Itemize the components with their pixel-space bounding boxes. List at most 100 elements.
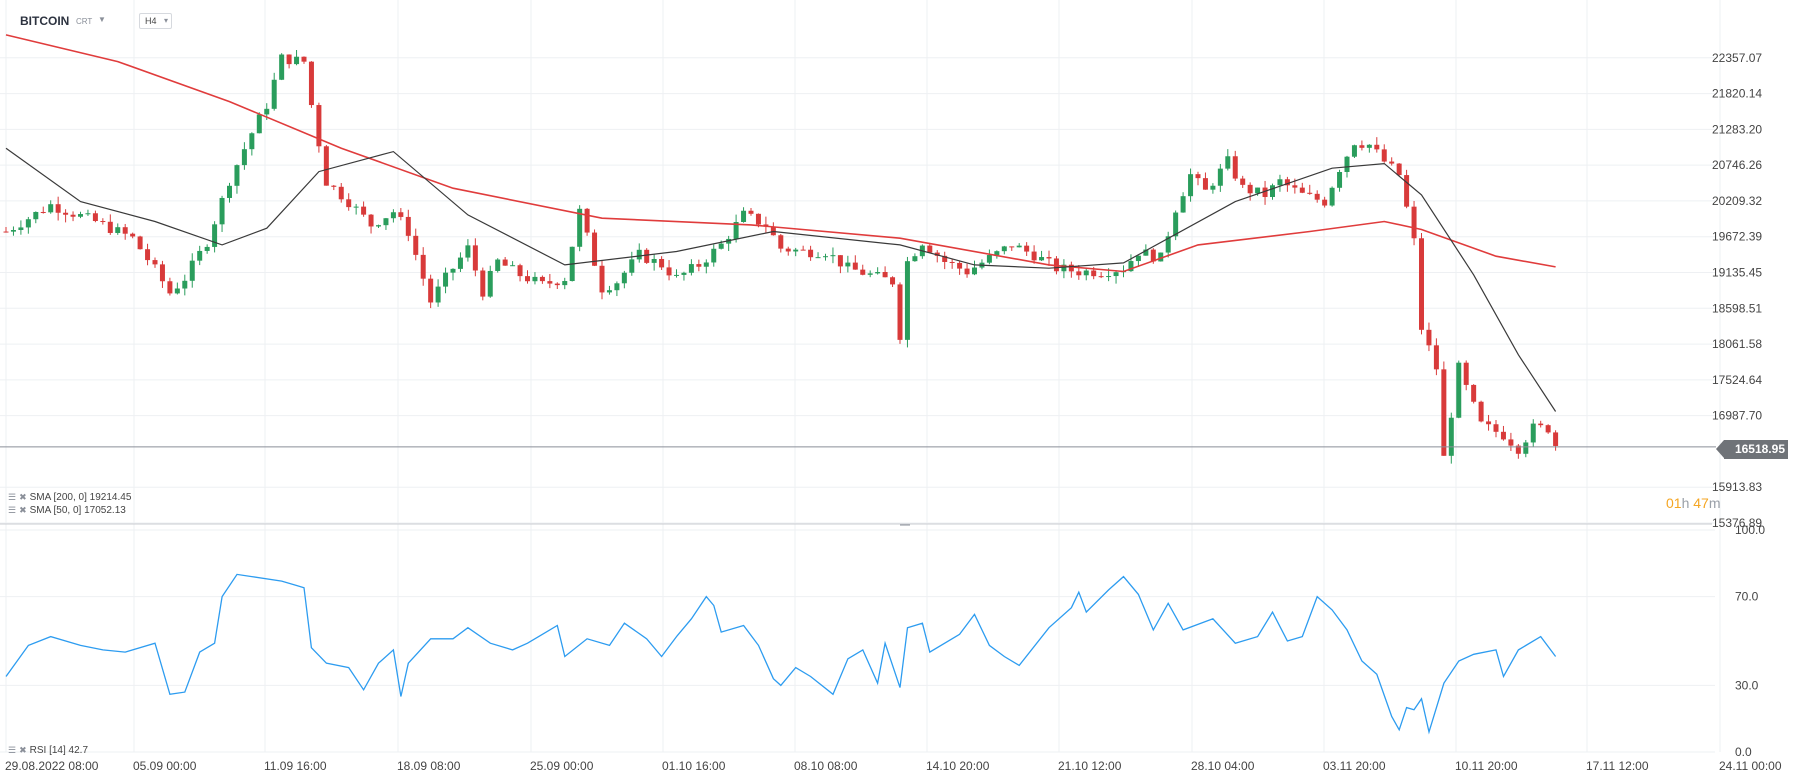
candle-body	[346, 199, 352, 208]
candle-body	[1016, 245, 1022, 248]
candle-body	[1351, 145, 1357, 157]
candle-body	[1299, 187, 1305, 193]
chevron-down-icon[interactable]: ▼	[98, 15, 106, 24]
candle-body	[301, 56, 307, 62]
price-axis-label: 20746.26	[1712, 158, 1762, 172]
candle-body	[308, 61, 314, 106]
candle-body	[1433, 345, 1439, 370]
time-axis-label: 21.10 12:00	[1058, 759, 1122, 773]
indicator-sma200[interactable]: ☰ ✖ SMA [200, 0] 19214.45	[8, 492, 131, 503]
candle-body	[122, 227, 128, 234]
candle-body	[316, 105, 322, 147]
candle-body	[457, 257, 463, 269]
candle-body	[502, 259, 508, 266]
candle-body	[167, 281, 173, 294]
candle-body	[778, 235, 784, 249]
candle-body	[1463, 362, 1469, 385]
candle-body	[875, 271, 881, 274]
candle-body	[1322, 199, 1328, 206]
candle-body	[465, 245, 471, 258]
candle-body	[1106, 276, 1112, 278]
price-axis-label: 19672.39	[1712, 230, 1762, 244]
candle-body	[130, 233, 136, 237]
candle-body	[1329, 187, 1335, 206]
settings-icon[interactable]: ☰	[8, 745, 17, 755]
candle-body	[927, 245, 933, 253]
candle-body	[1366, 144, 1372, 148]
candle-body	[674, 274, 679, 276]
candle-body	[1381, 149, 1387, 162]
candle-body	[1202, 178, 1208, 190]
candle-body	[1068, 264, 1074, 272]
candle-body	[1389, 161, 1395, 164]
candle-body	[1150, 249, 1156, 262]
rsi-axis-label: 0.0	[1735, 745, 1752, 759]
candle-body	[912, 256, 918, 262]
time-axis-label: 03.11 20:00	[1323, 759, 1386, 773]
candle-body	[748, 210, 754, 214]
candle-body	[1530, 423, 1536, 443]
candle-body	[547, 281, 553, 284]
candle-body	[495, 259, 501, 271]
candle-body	[696, 264, 702, 267]
candle-body	[1270, 185, 1275, 197]
price-axis-label: 17524.64	[1712, 373, 1762, 387]
candle-body	[957, 262, 963, 269]
candle-body	[1553, 432, 1559, 446]
candle-body	[852, 262, 858, 270]
candle-body	[621, 272, 627, 284]
candle-body	[1210, 185, 1216, 190]
candle-body	[487, 270, 493, 297]
candle-body	[1262, 187, 1268, 197]
time-axis-label: 18.09 08:00	[397, 759, 461, 773]
settings-icon[interactable]: ☰	[8, 492, 17, 502]
candle-body	[368, 214, 374, 227]
rsi-line	[5, 573, 1557, 735]
candle-body	[443, 272, 449, 287]
candle-body	[934, 252, 940, 256]
candle-body	[994, 251, 1000, 256]
candle-body	[1240, 178, 1246, 185]
candle-body	[733, 222, 739, 239]
candle-body	[383, 218, 389, 226]
candle-body	[227, 185, 232, 198]
price-axis-label: 15376.89	[1712, 516, 1762, 530]
candle-body	[256, 114, 262, 134]
candle-body	[33, 211, 39, 220]
indicator-rsi[interactable]: ☰ ✖ RSI [14] 42.7	[8, 745, 88, 756]
close-icon[interactable]: ✖	[19, 745, 27, 755]
sma200-label: SMA [200, 0]	[29, 492, 87, 503]
candle-body	[793, 249, 799, 252]
candle-body	[1195, 174, 1201, 179]
close-icon[interactable]: ✖	[19, 505, 27, 515]
candle-body	[376, 225, 381, 227]
candle-body	[1337, 171, 1343, 188]
candle-body	[614, 283, 620, 291]
time-axis-label: 24.11 00:00	[1719, 759, 1782, 773]
candle-body	[1001, 246, 1007, 252]
candle-body	[1024, 245, 1030, 252]
candle-body	[413, 235, 419, 255]
candle-body	[562, 281, 568, 286]
candle-body	[592, 232, 598, 266]
candle-body	[3, 231, 9, 233]
close-icon[interactable]: ✖	[19, 492, 27, 502]
indicator-sma50[interactable]: ☰ ✖ SMA [50, 0] 17052.13	[8, 505, 126, 516]
candle-body	[219, 197, 225, 225]
price-axis-label: 19135.45	[1712, 266, 1762, 280]
candle-body	[294, 56, 300, 65]
settings-icon[interactable]: ☰	[8, 505, 17, 515]
candle-body	[1076, 271, 1082, 276]
candle-body	[63, 212, 69, 215]
time-axis-label: 29.08.2022 08:00	[5, 759, 99, 773]
candle-body	[338, 186, 344, 200]
candle-body	[70, 214, 76, 217]
candle-body	[867, 273, 873, 275]
symbol-name[interactable]: BITCOIN	[20, 14, 70, 28]
candle-body	[152, 260, 158, 265]
candle-body	[1009, 246, 1015, 248]
chart-type-selector[interactable]: CRT	[76, 17, 93, 26]
timeframe-selector[interactable]: H4 ▾	[139, 13, 172, 29]
candle-body	[1091, 270, 1097, 277]
